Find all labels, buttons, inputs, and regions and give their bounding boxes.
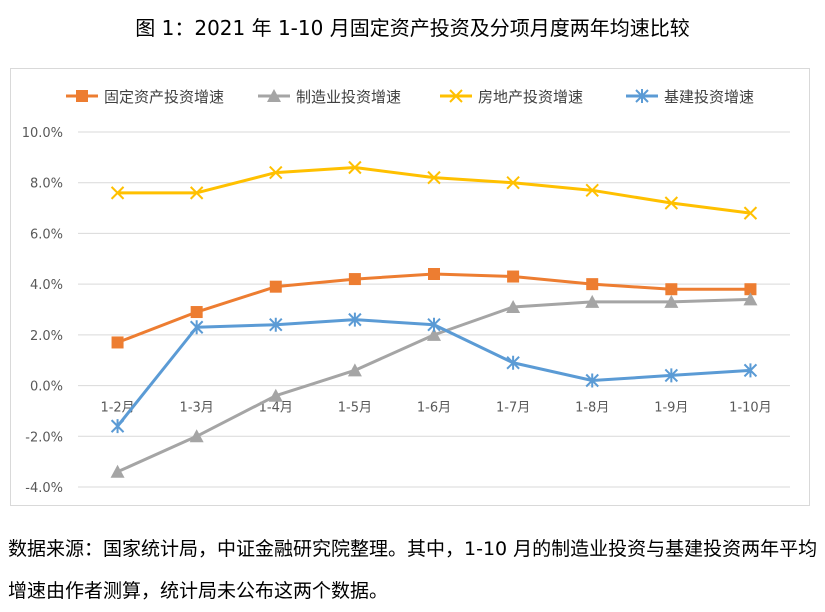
y-tick-label: 2.0% <box>30 329 63 344</box>
data-point <box>635 89 649 103</box>
y-tick-label: 10.0% <box>22 126 63 141</box>
x-tick-label: 1-4月 <box>259 401 293 416</box>
data-point <box>268 388 283 402</box>
data-point <box>664 196 679 210</box>
data-point <box>269 165 283 180</box>
data-point <box>348 273 361 286</box>
data-point <box>267 89 281 102</box>
x-tick-label: 1-2月 <box>100 401 134 416</box>
data-point <box>449 89 463 103</box>
legend-label: 制造业投资增速 <box>296 88 401 106</box>
data-point <box>665 283 678 296</box>
source-note: 数据来源：国家统计局，中证金融研究院整理。其中，1-10 月的制造业投资与基建投… <box>8 538 818 602</box>
data-point <box>743 363 758 378</box>
x-tick-label: 1-6月 <box>417 401 451 416</box>
data-point <box>506 355 520 370</box>
data-point <box>189 320 204 335</box>
data-point <box>110 419 125 434</box>
legend-label: 房地产投资增速 <box>478 88 583 106</box>
data-point <box>585 373 599 388</box>
data-point <box>585 294 600 308</box>
data-point <box>428 268 440 280</box>
x-tick-label: 1-10月 <box>729 401 772 416</box>
x-tick-label: 1-8月 <box>575 401 609 416</box>
data-point <box>110 464 125 478</box>
x-tick-label: 1-7月 <box>496 401 530 416</box>
chart-frame <box>10 68 810 506</box>
data-point <box>664 294 679 308</box>
data-point <box>76 90 88 102</box>
data-point <box>427 170 441 185</box>
y-tick-label: 0.0% <box>30 380 63 395</box>
legend-label: 基建投资增速 <box>664 88 754 106</box>
data-point <box>347 363 362 377</box>
data-point <box>269 280 282 293</box>
x-tick-label: 1-5月 <box>338 401 372 416</box>
y-tick-label: 6.0% <box>30 227 63 242</box>
y-tick-label: 4.0% <box>30 278 63 293</box>
data-point <box>743 206 758 220</box>
data-point <box>743 292 758 306</box>
x-tick-label: 1-3月 <box>180 401 214 416</box>
legend-label: 固定资产投资增速 <box>104 88 224 106</box>
data-point <box>269 317 283 332</box>
line-chart: 10.0% 8.0% 6.0% 4.0% 2.0% 0.0% -2.0% -4.0% 1-2月 1… <box>22 88 790 496</box>
data-point <box>506 176 520 190</box>
data-point <box>507 270 520 283</box>
x-tick-label: 1-9月 <box>654 401 688 416</box>
series-line <box>117 166 751 215</box>
data-point <box>427 327 441 341</box>
y-tick-label: 8.0% <box>30 177 63 192</box>
data-point <box>664 368 679 383</box>
data-point <box>190 306 203 319</box>
data-point <box>427 317 441 332</box>
data-point <box>586 278 599 291</box>
data-point <box>348 312 362 327</box>
data-point <box>348 160 362 175</box>
y-tick-label: -2.0% <box>25 430 63 445</box>
data-point <box>585 183 599 198</box>
page-title: 图 1：2021 年 1-10 月固定资产投资及分项月度两年均速比较 <box>135 16 690 40</box>
data-point <box>111 336 124 349</box>
data-point <box>189 186 204 200</box>
data-point <box>189 429 204 443</box>
data-point <box>110 186 125 200</box>
y-tick-label: -4.0% <box>25 481 63 496</box>
data-point <box>744 283 757 296</box>
data-point <box>506 299 521 313</box>
